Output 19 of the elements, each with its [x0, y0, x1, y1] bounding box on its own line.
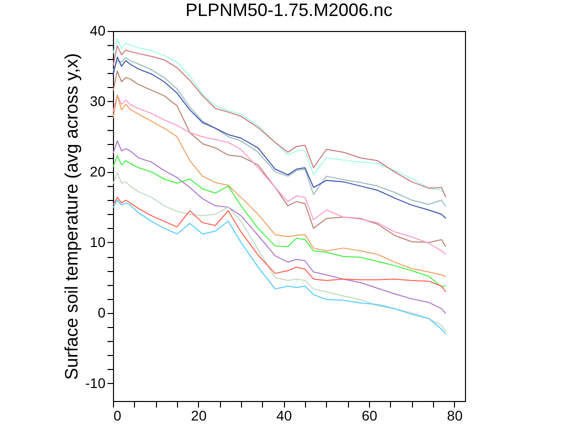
y-tick-label: 10 — [90, 234, 106, 250]
line-series — [112, 155, 446, 288]
y-tick-label: 40 — [90, 22, 106, 38]
line-series — [112, 140, 446, 314]
y-tick-label: -10 — [85, 374, 106, 391]
line-series — [112, 70, 446, 248]
x-tick-label: 60 — [362, 408, 378, 424]
x-tick-label: 80 — [447, 408, 463, 424]
line-series — [112, 200, 446, 335]
y-axis-title: Surface soil temperature (avg across y,x) — [61, 53, 82, 380]
chart-title: PLPNM50-1.75.M2006.nc — [185, 0, 393, 20]
line-series — [112, 196, 446, 292]
x-tick-label: 40 — [276, 408, 292, 424]
x-tick-label: 20 — [191, 408, 207, 424]
y-tick-label: 0 — [98, 304, 106, 320]
y-tick-label: 20 — [90, 163, 106, 180]
line-series — [112, 172, 446, 332]
x-tick-label: 0 — [114, 408, 122, 424]
y-tick-label: 30 — [90, 92, 106, 109]
